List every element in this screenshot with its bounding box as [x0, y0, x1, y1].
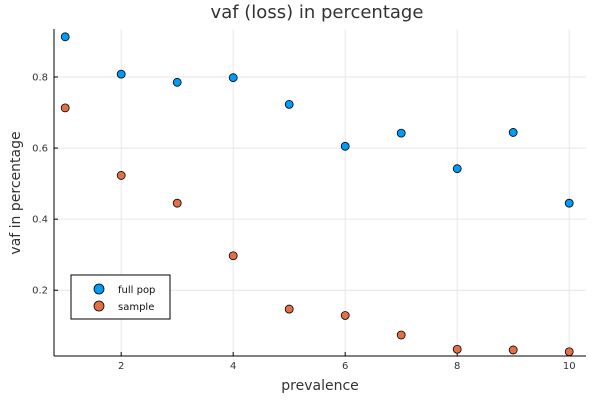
data-points: [60, 32, 574, 357]
point-full-pop: [340, 141, 350, 151]
point-sample: [228, 251, 238, 261]
point-sample: [172, 198, 182, 208]
point-full-pop: [228, 73, 238, 83]
legend-label-sample: sample: [118, 302, 154, 313]
point-full-pop: [508, 128, 518, 137]
axes: [53, 29, 586, 357]
x-tick-label: 2: [118, 361, 124, 372]
y-tick-label: 0.6: [32, 144, 48, 155]
y-tick-label: 0.2: [32, 286, 48, 297]
point-full-pop: [396, 128, 406, 138]
legend-marker-full-pop: [93, 283, 105, 295]
x-tick-label: 8: [454, 361, 460, 372]
y-tick-label: 0.8: [32, 72, 48, 83]
x-axis-label: prevalence: [281, 378, 359, 394]
point-sample: [340, 311, 350, 320]
point-sample: [116, 171, 126, 180]
point-full-pop: [172, 77, 182, 87]
point-sample: [60, 103, 70, 113]
y-tick-label: 0.4: [32, 215, 48, 226]
x-tick-label: 6: [342, 361, 348, 372]
point-full-pop: [452, 164, 462, 174]
point-sample: [284, 304, 294, 314]
point-sample: [508, 345, 518, 355]
point-sample: [452, 344, 462, 354]
chart-title: vaf (loss) in percentage: [211, 2, 424, 23]
legend-marker-sample: [93, 300, 105, 312]
x-ticks: 2 4 6 8 10: [118, 352, 576, 372]
legend: full pop sample: [70, 274, 171, 320]
y-axis-label: vaf in percentage: [8, 131, 24, 254]
point-full-pop: [60, 32, 70, 42]
x-tick-label: 4: [230, 361, 236, 372]
x-tick-label: 10: [563, 361, 576, 372]
point-sample: [564, 347, 574, 357]
point-full-pop: [116, 69, 126, 79]
point-full-pop: [564, 198, 574, 208]
legend-box: [70, 274, 171, 320]
point-sample: [396, 330, 406, 340]
y-ticks: 0.2 0.4 0.6 0.8: [32, 72, 58, 297]
point-full-pop: [284, 99, 294, 109]
legend-label-full-pop: full pop: [118, 285, 155, 296]
